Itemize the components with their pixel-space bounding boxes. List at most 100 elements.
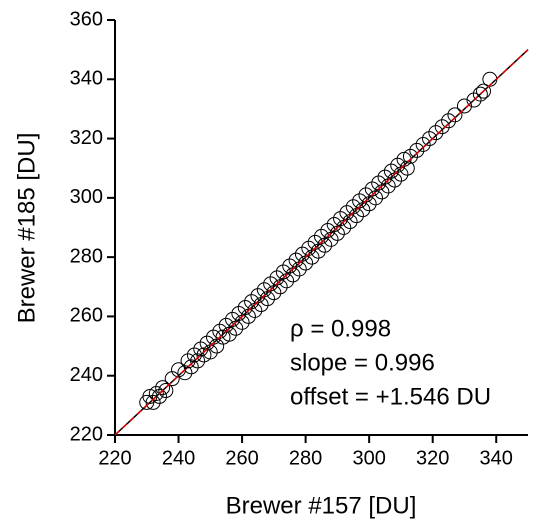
y-axis-label: Brewer #185 [DU] <box>13 133 40 324</box>
point <box>447 107 463 123</box>
point <box>282 258 298 274</box>
y-tick-label: 260 <box>70 305 103 327</box>
x-tick-label: 280 <box>289 447 322 469</box>
point <box>383 163 399 179</box>
point <box>333 211 349 227</box>
point <box>345 199 361 215</box>
point <box>253 297 269 313</box>
point <box>377 169 393 185</box>
x-tick-label: 320 <box>416 447 449 469</box>
x-tick-label: 340 <box>480 447 513 469</box>
x-tick-label: 240 <box>162 447 195 469</box>
y-tick-label: 300 <box>70 186 103 208</box>
point <box>247 303 263 318</box>
x-tick-label: 260 <box>225 447 258 469</box>
point <box>199 335 215 351</box>
point <box>256 282 272 298</box>
point <box>434 119 450 135</box>
point <box>422 131 438 147</box>
point <box>339 205 355 221</box>
fit-line-dash <box>114 49 529 436</box>
point <box>196 347 212 363</box>
point <box>177 365 193 381</box>
y-tick-label: 340 <box>70 68 103 90</box>
point <box>225 311 241 327</box>
point <box>304 249 320 265</box>
point <box>355 202 371 218</box>
point <box>285 267 301 283</box>
point <box>441 113 457 129</box>
point <box>279 273 295 289</box>
x-tick-label: 300 <box>352 447 385 469</box>
y-tick-label: 280 <box>70 245 103 267</box>
point <box>342 214 358 230</box>
point <box>288 252 304 268</box>
point <box>190 353 206 369</box>
point <box>358 187 374 203</box>
point <box>374 184 390 200</box>
annotation: ρ = 0.998 <box>290 315 391 342</box>
point <box>164 371 180 387</box>
point <box>237 300 253 316</box>
point <box>428 125 444 141</box>
point <box>348 208 364 224</box>
point <box>371 175 387 191</box>
point <box>145 394 161 410</box>
point <box>390 157 406 173</box>
point <box>364 181 380 197</box>
point <box>240 308 256 324</box>
point <box>209 338 225 354</box>
point <box>393 166 409 182</box>
point <box>263 276 279 292</box>
x-tick-label: 220 <box>98 447 131 469</box>
point <box>291 261 307 277</box>
point <box>314 228 329 244</box>
point <box>466 92 482 108</box>
point <box>387 172 403 188</box>
annotation: offset = +1.546 DU <box>290 383 491 410</box>
point <box>301 240 317 256</box>
point <box>482 71 498 87</box>
point <box>215 329 231 345</box>
x-axis-label: Brewer #157 [DU] <box>226 492 417 519</box>
point <box>329 225 345 241</box>
point <box>269 270 285 286</box>
point <box>472 86 488 102</box>
point <box>250 288 266 304</box>
y-tick-label: 320 <box>70 127 103 149</box>
point <box>231 305 247 321</box>
point <box>380 178 396 194</box>
point <box>266 285 282 301</box>
point <box>361 196 377 212</box>
point <box>272 279 288 295</box>
point <box>326 217 342 233</box>
y-tick-label: 360 <box>70 8 103 30</box>
point <box>155 380 171 396</box>
point <box>402 148 418 164</box>
point <box>368 190 384 206</box>
annotation: slope = 0.996 <box>290 349 435 376</box>
point <box>352 193 368 209</box>
point <box>275 264 291 280</box>
point <box>148 386 164 401</box>
point <box>234 314 250 330</box>
point <box>323 231 339 247</box>
point <box>183 359 199 375</box>
y-tick-label: 240 <box>70 364 103 386</box>
point <box>320 222 336 238</box>
y-tick-label: 220 <box>70 423 103 445</box>
point <box>228 320 244 336</box>
point <box>298 255 314 271</box>
point <box>307 234 323 250</box>
point <box>415 137 431 152</box>
point <box>336 220 352 235</box>
point <box>409 142 425 158</box>
point <box>158 383 174 399</box>
point <box>151 388 167 404</box>
point <box>294 246 310 262</box>
point <box>310 243 326 259</box>
point <box>476 83 492 99</box>
point <box>218 317 234 333</box>
point <box>244 294 260 310</box>
